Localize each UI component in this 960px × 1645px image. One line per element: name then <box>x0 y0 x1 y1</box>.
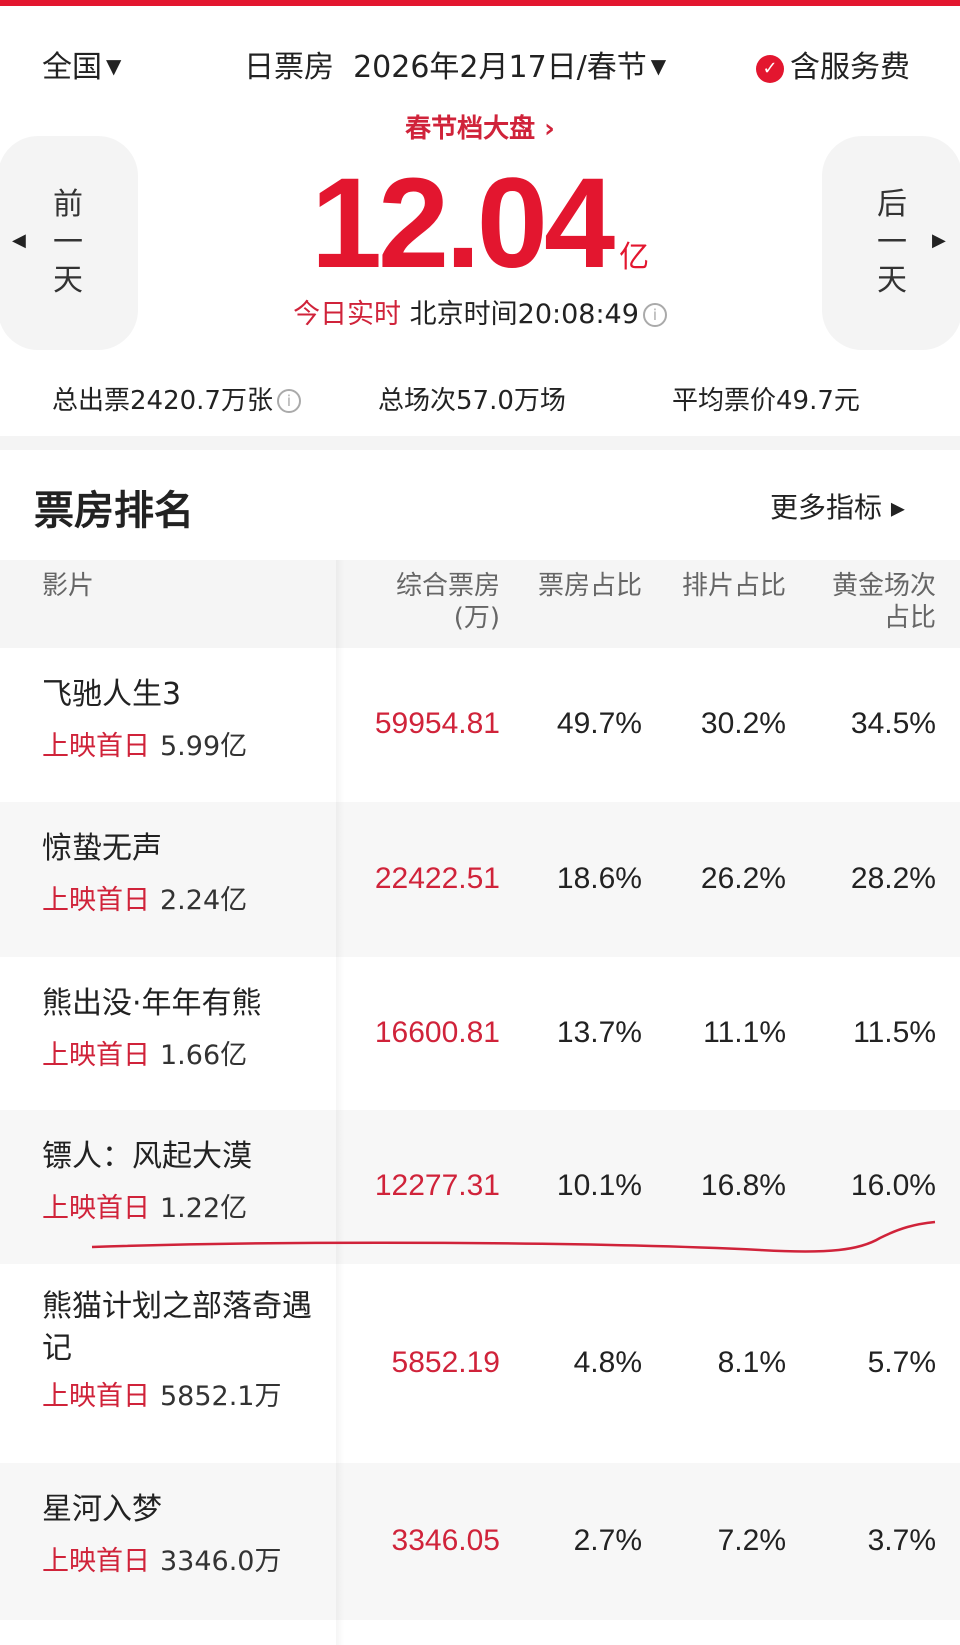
col-golden-share[interactable]: 黄金场次 占比 <box>831 571 936 633</box>
next-day-char: 天 <box>877 263 907 298</box>
handwritten-underline <box>91 1220 936 1253</box>
film-title[interactable]: 熊猫计划之部落奇遇记 <box>42 1289 312 1366</box>
first-day-value: 2.24亿 <box>160 885 248 916</box>
date-label: 2026年2月17日/春节 <box>353 50 647 85</box>
dropdown-triangle-icon: ▼ <box>650 54 667 78</box>
dropdown-triangle-icon: ▼ <box>106 54 122 78</box>
show-share-value: 8.1% <box>717 1345 786 1379</box>
service-fee-toggle[interactable]: ✓ 含服务费 <box>756 42 910 86</box>
ranking-title: 票房排名 <box>34 488 194 534</box>
left-arrow-icon[interactable]: ◀ <box>12 230 26 251</box>
total-value: 12.04 <box>310 152 615 295</box>
realtime-label: 今日实时 <box>293 299 402 330</box>
first-day-label: 上映首日 <box>42 1381 150 1412</box>
film-title[interactable]: 熊出没·年年有熊 <box>42 986 262 1021</box>
col-film: 影片 <box>42 571 95 601</box>
info-icon[interactable]: i <box>276 389 301 413</box>
show-share-value: 30.2% <box>700 707 786 740</box>
first-day-label: 上映首日 <box>42 1040 150 1071</box>
box-share-value: 2.7% <box>573 1523 642 1557</box>
realtime-line: 今日实时 北京时间20:08:49 i <box>0 292 960 331</box>
region-label: 全国 <box>42 50 102 85</box>
top-accent-bar <box>0 0 960 6</box>
col-show-share[interactable]: 排片占比 <box>681 571 786 601</box>
next-day-char: 后 <box>877 187 907 222</box>
first-day: 上映首日 5.99亿 <box>42 724 247 763</box>
box-share-value: 18.6% <box>556 861 642 895</box>
col-box-share[interactable]: 票房占比 <box>537 571 642 601</box>
service-fee-label: 含服务费 <box>790 50 910 85</box>
box-office-value: 22422.51 <box>374 861 500 895</box>
show-share-value: 11.1% <box>703 1015 786 1049</box>
first-day: 上映首日 1.66亿 <box>42 1033 247 1072</box>
next-day-button[interactable]: 后 一 天 <box>822 136 960 350</box>
box-office-value: 59954.81 <box>374 707 500 740</box>
first-day-value: 1.66亿 <box>160 1040 248 1071</box>
prev-day-char: 天 <box>53 263 83 298</box>
first-day: 上映首日 3346.0万 <box>42 1539 281 1578</box>
golden-share-value: 16.0% <box>850 1169 936 1202</box>
fixed-column-shadow <box>336 560 344 1645</box>
total-box-office: 12.04 亿 <box>0 150 960 297</box>
more-metrics-button[interactable]: 更多指标 ▸ <box>770 491 905 524</box>
stat-avg-price: 平均票价49.7元 <box>672 386 860 416</box>
first-day: 上映首日 2.24亿 <box>42 878 247 917</box>
table-row[interactable] <box>0 1110 960 1264</box>
box-office-value: 3346.05 <box>391 1523 500 1557</box>
table-header <box>0 560 960 648</box>
spring-festival-link[interactable]: 春节档大盘 › <box>405 114 555 144</box>
table-row[interactable] <box>0 802 960 957</box>
first-day-value: 5.99亿 <box>160 731 248 762</box>
film-title[interactable]: 星河入梦 <box>42 1492 162 1527</box>
tickets-text: 总出票2420.7万张 <box>52 386 273 416</box>
first-day-label: 上映首日 <box>42 885 150 916</box>
beijing-time: 北京时间20:08:49 <box>409 299 639 330</box>
first-day-value: 1.22亿 <box>160 1193 248 1224</box>
show-share-value: 26.2% <box>700 861 786 895</box>
total-unit: 亿 <box>619 241 650 274</box>
golden-share-value: 5.7% <box>867 1345 936 1379</box>
stat-shows: 总场次57.0万场 <box>378 386 566 416</box>
prev-day-button[interactable]: 前 一 天 <box>0 136 138 350</box>
box-office-value: 5852.19 <box>391 1345 500 1379</box>
section-divider <box>0 436 960 450</box>
box-office-value: 12277.31 <box>374 1169 500 1202</box>
film-title[interactable]: 飞驰人生3 <box>42 677 182 712</box>
box-office-value: 16600.81 <box>374 1015 500 1049</box>
next-day-char: 一 <box>877 225 907 260</box>
golden-share-value: 34.5% <box>850 707 936 740</box>
stat-tickets: 总出票2420.7万张 i <box>52 380 301 417</box>
right-arrow-icon[interactable]: ▶ <box>932 230 946 251</box>
first-day: 上映首日 5852.1万 <box>42 1374 281 1413</box>
first-day-label: 上映首日 <box>42 731 150 762</box>
show-share-value: 7.2% <box>717 1523 786 1557</box>
first-day-value: 3346.0万 <box>160 1546 282 1577</box>
golden-share-value: 28.2% <box>850 861 936 895</box>
film-title[interactable]: 惊蛰无声 <box>42 831 162 866</box>
prev-day-char: 一 <box>53 225 83 260</box>
box-share-value: 4.8% <box>573 1345 642 1379</box>
first-day-value: 5852.1万 <box>160 1381 282 1412</box>
date-selector[interactable]: 日票房 2026年2月17日/春节 ▼ <box>244 42 666 86</box>
first-day: 上映首日 1.22亿 <box>42 1186 247 1225</box>
show-share-value: 16.8% <box>700 1169 786 1202</box>
film-title[interactable]: 镖人：风起大漠 <box>42 1139 252 1174</box>
first-day-label: 上映首日 <box>42 1546 150 1577</box>
table-row[interactable] <box>0 1463 960 1620</box>
box-share-value: 10.1% <box>556 1169 642 1202</box>
box-share-value: 13.7% <box>556 1015 642 1049</box>
col-box-office[interactable]: 综合票房 (万) <box>395 571 500 633</box>
golden-share-value: 11.5% <box>853 1015 936 1049</box>
box-share-value: 49.7% <box>556 707 642 740</box>
region-selector[interactable]: 全国 ▼ <box>42 42 121 86</box>
prev-day-char: 前 <box>53 187 83 222</box>
check-circle-icon: ✓ <box>756 55 784 83</box>
first-day-label: 上映首日 <box>42 1193 150 1224</box>
golden-share-value: 3.7% <box>867 1523 936 1557</box>
type-label: 日票房 <box>244 50 334 85</box>
info-icon[interactable]: i <box>642 303 667 327</box>
